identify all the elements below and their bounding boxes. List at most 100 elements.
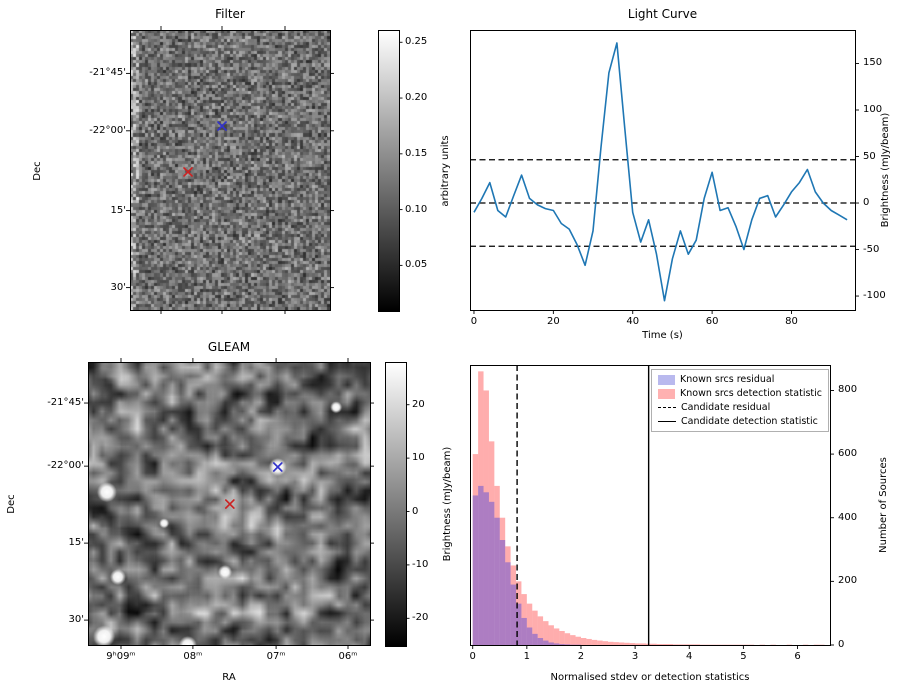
brightness-tick-label: -50 <box>863 243 880 255</box>
histogram-bar <box>526 627 533 645</box>
colorbar-tick-label: -10 <box>412 558 429 570</box>
colorbar-tick-label: 0.20 <box>405 92 428 104</box>
filter-title: Filter <box>215 7 245 21</box>
dec-tick-label: -22°00' <box>89 124 126 136</box>
histogram-bar <box>645 643 652 645</box>
count-tick-label: 800 <box>838 384 858 396</box>
time-tick-label: 60 <box>705 316 719 327</box>
ra-tick-label: 08ᵐ <box>183 651 203 662</box>
colorbar-tick-label: 20 <box>412 398 425 410</box>
legend-item-candidate-residual: Candidate residual <box>658 402 822 413</box>
dec-tick-label: 30' <box>110 281 126 293</box>
histogram-bar <box>667 644 674 645</box>
histogram-bar <box>516 581 522 645</box>
histogram-bar <box>624 642 630 645</box>
histogram-bar <box>602 641 609 645</box>
dashed-line-icon <box>658 407 676 408</box>
colorbar-tick-label: 0 <box>412 505 419 517</box>
light-curve-xlabel: Time (s) <box>642 330 683 341</box>
histogram-bar <box>673 644 679 645</box>
filter-heatmap-image <box>130 30 330 310</box>
histogram-bar <box>694 644 701 645</box>
histogram-bar <box>651 643 657 645</box>
histogram-bar <box>548 625 554 645</box>
stat-tick-label: 3 <box>631 651 639 662</box>
stat-tick-label: 5 <box>740 651 747 662</box>
colorbar-tick-label: 0.05 <box>405 259 428 271</box>
histogram-bar <box>553 643 560 645</box>
legend-label: Known srcs residual <box>680 374 775 385</box>
histogram-bar <box>575 636 581 645</box>
dec-tick-label: -21°45' <box>89 67 126 79</box>
colorbar-tick-label: -20 <box>412 612 429 624</box>
histogram-bar <box>640 643 646 645</box>
legend-item-candidate-detection: Candidate detection statistic <box>658 416 822 427</box>
dec-tick-label: 15' <box>68 537 84 549</box>
histogram-bar <box>494 517 500 645</box>
gleam-heatmap-image <box>88 362 370 645</box>
light-curve-ylabel: Brightness (mJy/beam) <box>880 112 891 228</box>
light-curve-line <box>473 42 848 302</box>
histogram-bar <box>537 638 544 645</box>
histogram-bar <box>662 644 668 645</box>
histogram-bar <box>516 603 522 645</box>
colorbar-tick-label: 0.10 <box>405 203 428 215</box>
histogram-bar <box>613 642 619 645</box>
colorbar-tick-label: 0.25 <box>405 36 428 48</box>
blue-patch-icon <box>658 374 675 385</box>
histogram-bar <box>586 638 592 645</box>
count-tick-label: 0 <box>838 639 845 650</box>
histogram-bar <box>553 628 560 645</box>
histogram-bar <box>526 603 533 645</box>
ra-tick-label: 06ᵐ <box>338 651 358 662</box>
time-tick-label: 0 <box>470 316 478 327</box>
histogram-bar <box>543 640 549 645</box>
histogram-bar <box>521 617 527 645</box>
count-tick-label: 200 <box>838 575 858 587</box>
stat-tick-label: 6 <box>794 651 801 662</box>
histogram-bar <box>656 644 663 645</box>
colorbar-tick-label: 10 <box>412 452 425 464</box>
histogram-bar <box>683 644 690 645</box>
histogram-bar <box>532 633 538 645</box>
histogram-bar <box>543 621 549 645</box>
stat-tick-label: 1 <box>523 651 531 662</box>
filter-colorbar <box>378 30 400 312</box>
pink-patch-icon <box>658 388 675 399</box>
time-tick-label: 20 <box>546 316 560 327</box>
gleam-xlabel: RA <box>222 672 236 683</box>
histogram-xlabel: Normalised stdev or detection statistics <box>550 672 750 683</box>
stat-tick-label: 0 <box>469 651 476 662</box>
stat-tick-label: 2 <box>577 651 585 662</box>
brightness-tick-label: 150 <box>863 57 883 69</box>
histogram-bar <box>559 631 565 645</box>
histogram-bar <box>559 644 565 645</box>
count-tick-label: 600 <box>838 448 858 460</box>
dec-tick-label: -22°00' <box>47 460 84 472</box>
axes-frame <box>470 30 856 311</box>
histogram-bar <box>564 644 571 645</box>
histogram-bar <box>483 390 489 645</box>
histogram-bar <box>532 610 538 645</box>
solid-line-icon <box>658 421 676 422</box>
gleam-colorbar-label: Brightness (mJy/beam) <box>442 446 453 562</box>
histogram-bar <box>597 640 603 645</box>
histogram-bar <box>548 642 554 645</box>
histogram-bar <box>505 562 511 645</box>
histogram-bar <box>608 641 614 645</box>
histogram-bar <box>635 643 641 645</box>
histogram-bar <box>689 644 695 645</box>
histogram-bar <box>537 616 544 645</box>
histogram-bar <box>570 635 576 645</box>
histogram-bar <box>591 639 598 645</box>
histogram-bar <box>580 638 587 645</box>
dec-tick-label: -21°45' <box>47 397 84 409</box>
legend-item-known-residual: Known srcs residual <box>658 374 822 385</box>
histogram-bar <box>510 565 517 645</box>
dec-tick-label: 30' <box>68 614 84 626</box>
time-tick-label: 80 <box>785 316 798 327</box>
legend-label: Candidate residual <box>681 402 771 413</box>
ra-tick-label: 9ʰ09ᵐ <box>106 651 136 662</box>
histogram-bar <box>678 644 684 645</box>
histogram-bar <box>521 594 527 645</box>
